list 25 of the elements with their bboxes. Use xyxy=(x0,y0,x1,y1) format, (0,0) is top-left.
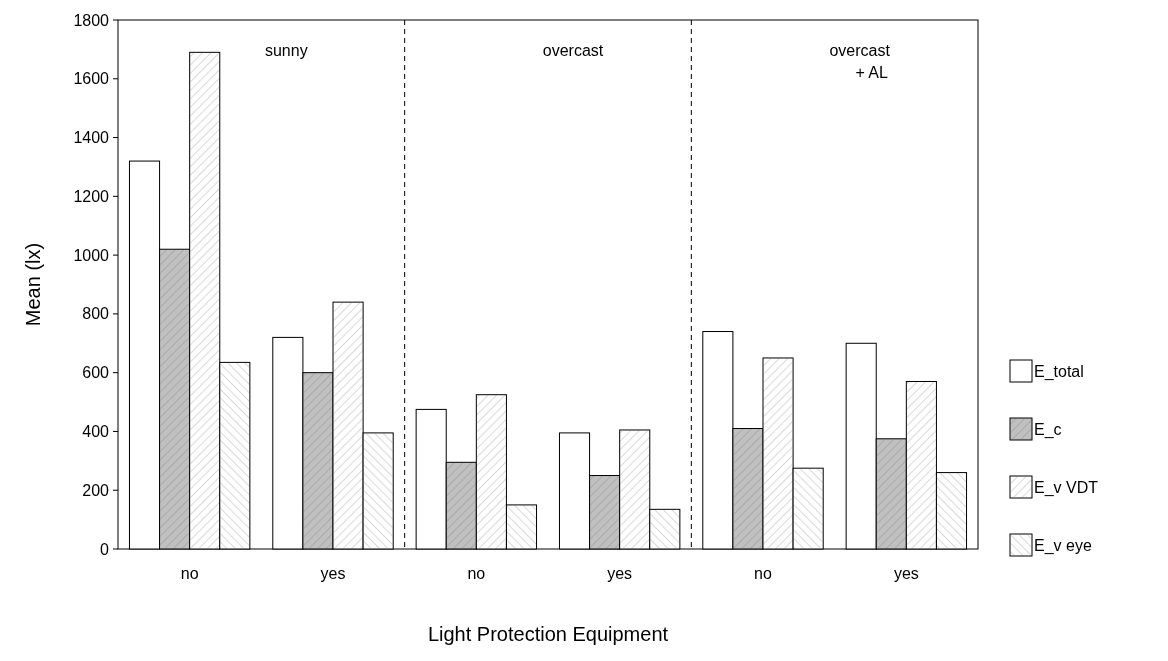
y-tick-label: 200 xyxy=(82,481,110,499)
x-tick-label: no xyxy=(467,565,486,582)
y-axis-title: Mean (lx) xyxy=(22,242,44,327)
y-tick-label: 1000 xyxy=(73,246,110,264)
annotation: sunny xyxy=(264,42,308,59)
legend-label: E_v VDT xyxy=(1034,478,1099,497)
x-tick-label: no xyxy=(754,565,772,582)
y-tick-label: 400 xyxy=(82,423,110,441)
y-tick-label: 800 xyxy=(82,305,110,323)
x-tick-label: yes xyxy=(607,565,633,582)
y-tick-label: 600 xyxy=(82,364,110,382)
x-tick-label: no xyxy=(180,565,199,582)
x-tick-label: yes xyxy=(320,565,346,582)
y-tick-label: 1400 xyxy=(73,129,110,147)
y-tick-label: 1600 xyxy=(73,70,110,88)
annotation: overcast + AL xyxy=(829,42,891,81)
annotation: overcast xyxy=(542,42,604,59)
legend-label: E_v eye xyxy=(1034,536,1092,555)
legend-label: E_total xyxy=(1034,362,1084,381)
y-tick-label: 1800 xyxy=(73,11,110,29)
y-tick-label: 1200 xyxy=(73,187,110,205)
y-tick-label: 0 xyxy=(100,540,110,558)
x-axis-title: Light Protection Equipment xyxy=(427,623,669,645)
x-tick-label: yes xyxy=(893,565,919,582)
legend-label: E_c xyxy=(1034,420,1062,439)
